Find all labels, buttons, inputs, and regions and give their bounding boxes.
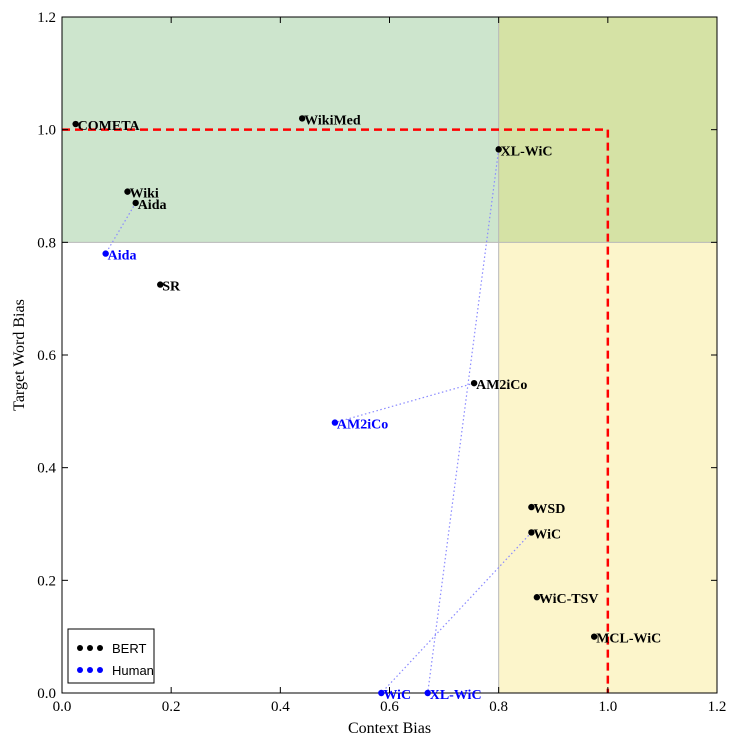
connection-line-wic (380, 532, 532, 694)
human-label-am2ico: AM2iCo (337, 418, 388, 433)
connection-line-aida (105, 202, 137, 254)
bert-label-wsd: WSD (533, 502, 565, 517)
bert-label-mcl-wic: MCL-WiC (596, 632, 661, 647)
bert-label-am2ico: AM2iCo (476, 378, 527, 393)
legend-box (67, 628, 155, 684)
y-tick-label: 0.4 (37, 461, 56, 477)
human-point-am2ico (331, 419, 339, 426)
human-label-wic: WiC (383, 688, 411, 703)
data-points (72, 115, 598, 697)
bert-point-am2ico (470, 379, 478, 387)
bert-label-xl-wic: XL-WiC (501, 144, 553, 159)
bert-point-wiki (124, 188, 131, 195)
bert-label-wic-tsv: WiC-TSV (539, 592, 599, 607)
bert-point-aida (132, 199, 139, 207)
point-labels: COMETA WikiMedXL-WiCWikiAidaSRAM2iCoWSDWi… (78, 113, 662, 703)
bert-point-wic (528, 529, 535, 536)
human-point-wic (378, 689, 385, 697)
human-label-xl-wic: XL-WiC (430, 688, 482, 703)
bert-label-cometa: COMETA (78, 119, 141, 134)
human-label-aida: Aida (108, 249, 137, 264)
y-tick-label: 1.0 (37, 123, 56, 139)
legend-marker-human (87, 667, 93, 673)
y-tick-label: 0.6 (37, 348, 56, 364)
x-axis-label: Context Bias (348, 720, 431, 737)
bert-point-mcl-wic (590, 633, 598, 640)
legend-marker-human (77, 667, 83, 673)
legend-marker-bert (97, 645, 103, 651)
legend-label-bert: BERT (112, 641, 146, 656)
bert-point-xl-wic (495, 146, 502, 153)
threshold-lines (62, 128, 610, 693)
legend-marker-human (97, 667, 103, 673)
x-tick-label: 1.2 (708, 699, 727, 715)
bert-point-wikimed (298, 115, 306, 122)
bert-point-cometa (72, 120, 79, 128)
y-tick-label: 0.2 (37, 573, 56, 589)
bert-point-sr (157, 281, 164, 288)
x-tick-label: 0.4 (271, 699, 290, 715)
connection-line-am2ico (334, 382, 475, 424)
bert-point-wsd (528, 503, 535, 511)
y-tick-label: 0.0 (37, 686, 56, 702)
y-axis-label: Target Word Bias (11, 299, 28, 411)
legend: BERT Human (67, 628, 155, 684)
x-tick-label: 0.0 (53, 699, 72, 715)
legend-marker-bert (77, 645, 83, 651)
axis-ticks: 0.0 0.2 0.4 0.6 0.8 1.0 1.2 0.0 0.2 0.4 0.6 0.8 1.0 1… (37, 10, 726, 715)
x-tick-label: 0.2 (162, 699, 181, 715)
bert-point-wic-tsv (533, 594, 541, 601)
x-tick-label: 0.6 (380, 699, 399, 715)
bert-label-wikimed: WikiMed (304, 113, 361, 128)
legend-label-human: Human (112, 663, 154, 678)
legend-items: BERT Human (77, 641, 154, 678)
x-tick-label: 1.0 (598, 699, 617, 715)
bert-label-sr: SR (162, 280, 181, 295)
legend-marker-bert (87, 645, 93, 651)
human-point-aida (102, 250, 109, 257)
y-tick-label: 0.8 (37, 235, 56, 251)
connection-lines (105, 149, 532, 694)
y-tick-label: 1.2 (37, 10, 56, 26)
bert-label-wiki: Wiki (130, 187, 159, 202)
shaded-regions (62, 17, 717, 694)
connection-line-xl-wic (427, 149, 500, 694)
human-point-xl-wic (424, 689, 431, 697)
x-tick-label: 0.8 (489, 699, 508, 715)
bert-label-wic: WiC (533, 527, 561, 542)
bert-label-aida: Aida (138, 198, 167, 213)
